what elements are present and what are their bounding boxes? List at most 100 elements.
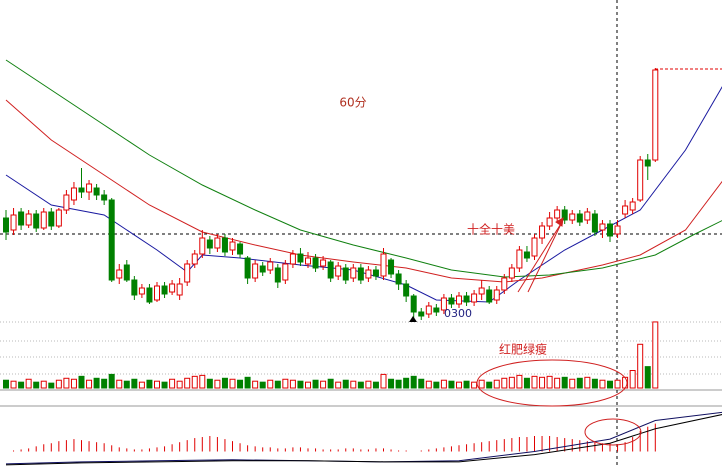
candle-body: [327, 261, 334, 279]
ellipse: [476, 359, 628, 407]
candle-body: [10, 214, 17, 231]
volume-bar: [478, 379, 485, 389]
candle-body: [471, 293, 478, 303]
candle-body: [629, 201, 636, 211]
candle-body: [478, 287, 485, 295]
candle-body: [463, 295, 470, 303]
volume-bar: [372, 381, 379, 389]
volume-bar: [101, 378, 108, 389]
candle-body: [25, 213, 32, 226]
volume-bar: [146, 379, 153, 389]
volume-bar: [320, 380, 327, 389]
candle-body: [539, 225, 546, 239]
volume-bar: [221, 377, 228, 389]
volume-bar: [161, 381, 168, 389]
candle-body: [622, 205, 629, 215]
volume-bar: [388, 378, 395, 389]
volume-bar: [154, 380, 160, 389]
candle-body: [40, 211, 47, 229]
candle-body: [274, 267, 281, 283]
volume-bar: [214, 379, 221, 389]
candle-body: [508, 267, 515, 279]
volume-bar: [327, 378, 334, 389]
volume-bar: [433, 381, 440, 389]
annotation: 十全十美: [467, 222, 515, 237]
candle-body: [365, 269, 372, 279]
volume-bar: [199, 374, 206, 389]
volume-bar: [93, 377, 100, 389]
volume-bar: [516, 374, 523, 389]
volume-bar: [576, 377, 583, 389]
candle-body: [161, 285, 168, 295]
volume-bar: [259, 381, 266, 389]
candle-body: [501, 277, 508, 291]
volume-bar: [297, 380, 304, 389]
volume-bar: [637, 343, 644, 389]
candle-body: [456, 295, 462, 305]
candle-body: [425, 305, 432, 315]
volume-bar: [116, 379, 123, 389]
volume-bar: [531, 375, 538, 389]
candle-body: [18, 211, 25, 226]
candle-body: [206, 239, 213, 249]
candle-body: [410, 295, 417, 313]
volume-bar: [289, 379, 296, 389]
volume-bar: [108, 373, 115, 389]
candle-body: [116, 269, 123, 279]
candle-body: [267, 261, 274, 271]
volume-bar: [40, 380, 47, 389]
volume-bar: [55, 379, 62, 389]
candle-body: [448, 297, 455, 305]
volume-bar: [486, 381, 493, 389]
candle-body: [297, 253, 304, 263]
volume-bar: [86, 379, 93, 389]
candle-body: [576, 213, 583, 223]
candle-body: [169, 283, 176, 293]
volume-bar: [18, 381, 25, 389]
candle-body: [199, 237, 206, 255]
volume-bar: [48, 382, 55, 389]
volume-bar: [591, 378, 598, 389]
volume-bar: [138, 381, 145, 389]
candle-body: [357, 267, 364, 281]
candle-body: [176, 283, 183, 296]
candle-body: [614, 225, 621, 235]
volume-bar: [569, 378, 576, 389]
volume-bar: [335, 381, 342, 389]
volume-bar: [252, 380, 259, 389]
moving-average: [5, 99, 722, 283]
volume-bar: [629, 370, 636, 389]
volume-bar: [123, 380, 130, 389]
volume-bar: [365, 380, 372, 389]
volume-bar: [463, 380, 470, 389]
candle-body: [229, 241, 236, 251]
candle-body: [320, 259, 327, 267]
candle-body: [237, 243, 244, 255]
low-marker: [409, 316, 417, 322]
candle-body: [644, 159, 651, 167]
candle-body: [191, 253, 198, 265]
volume-bar: [644, 366, 651, 389]
candle-body: [516, 249, 523, 269]
volume-bar: [501, 377, 508, 389]
candle-body: [599, 223, 606, 231]
volume-bar: [614, 379, 621, 389]
volume-bar: [78, 375, 85, 389]
candle-body: [55, 209, 62, 227]
candle-body: [403, 283, 410, 297]
candle-body: [3, 217, 9, 233]
candle-body: [546, 217, 553, 227]
candle-body: [380, 253, 387, 277]
annotation-shapes: [476, 217, 642, 446]
volume-bar: [63, 377, 70, 389]
volume-bar: [554, 377, 561, 389]
volume-bar: [229, 378, 236, 389]
volume-bar: [599, 379, 606, 389]
volume-bar: [425, 380, 432, 389]
candle-body: [418, 311, 425, 317]
candle-body: [131, 279, 138, 296]
candle-body: [33, 213, 40, 229]
candle-body: [86, 183, 93, 193]
